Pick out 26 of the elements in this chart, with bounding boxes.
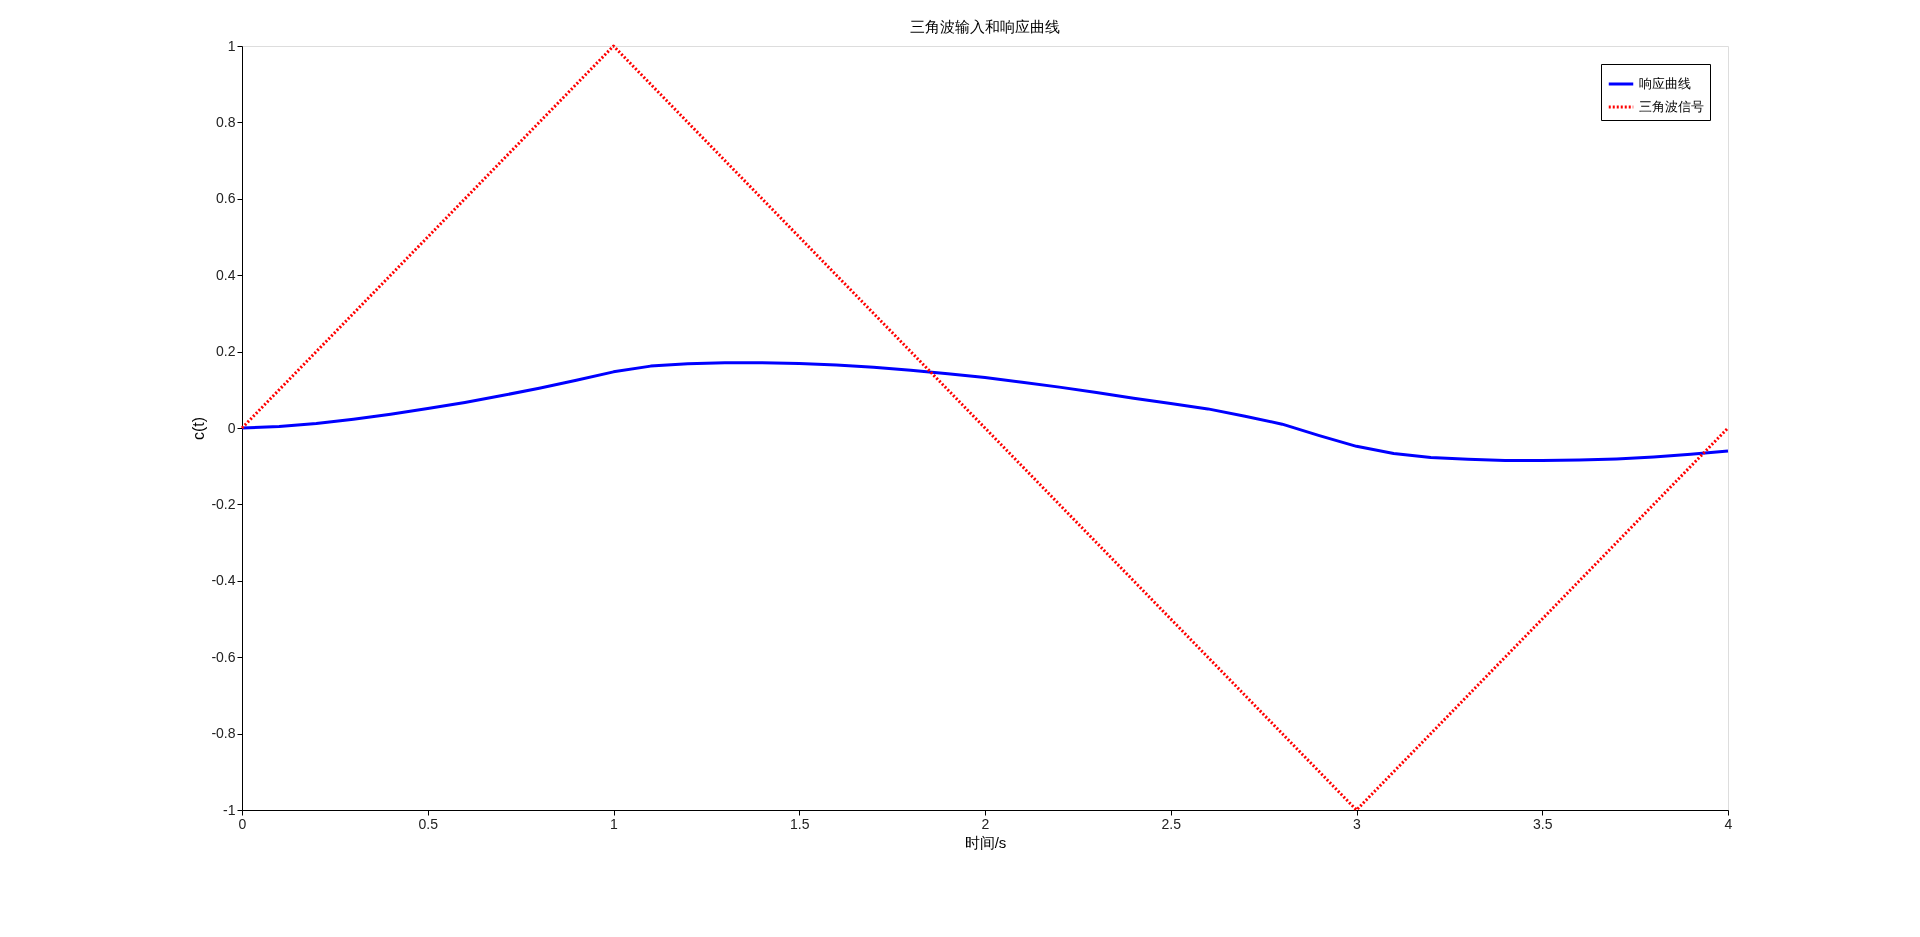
chart-title: 三角波输入和响应曲线 bbox=[910, 18, 1060, 35]
line-series bbox=[240, 361, 1730, 462]
y-tick-label: 0.4 bbox=[216, 266, 236, 283]
x-tick-label: 1 bbox=[610, 815, 619, 832]
x-tick-label: 2.5 bbox=[1161, 815, 1182, 832]
x-axis-title: 时间/s bbox=[964, 833, 1007, 851]
x-tick-label: 2 bbox=[981, 815, 990, 832]
y-tick-label: -0.8 bbox=[211, 725, 236, 742]
y-axis-title: c(t) bbox=[190, 416, 208, 441]
legend-label: 三角波信号 bbox=[1639, 99, 1704, 114]
x-tick-label: 0.5 bbox=[418, 815, 439, 832]
x-tick-label: 4 bbox=[1724, 815, 1733, 832]
y-tick-label: -1 bbox=[223, 801, 236, 818]
y-tick-label: 1 bbox=[227, 37, 236, 54]
y-tick-label: 0 bbox=[227, 419, 236, 436]
x-tick-label: 1.5 bbox=[790, 815, 810, 832]
y-tick-label: -0.2 bbox=[211, 495, 236, 512]
x-tick-label: 3.5 bbox=[1533, 815, 1553, 832]
legend-label: 响应曲线 bbox=[1639, 76, 1691, 91]
y-tick-label: 0.2 bbox=[216, 343, 236, 360]
y-tick-label: 0.8 bbox=[216, 113, 236, 130]
y-tick-label: -0.4 bbox=[211, 572, 236, 589]
y-tick-label: -0.6 bbox=[211, 648, 236, 665]
y-tick-label: 0.6 bbox=[216, 190, 236, 207]
x-tick-label: 0 bbox=[238, 815, 247, 832]
x-tick-label: 3 bbox=[1353, 815, 1362, 832]
